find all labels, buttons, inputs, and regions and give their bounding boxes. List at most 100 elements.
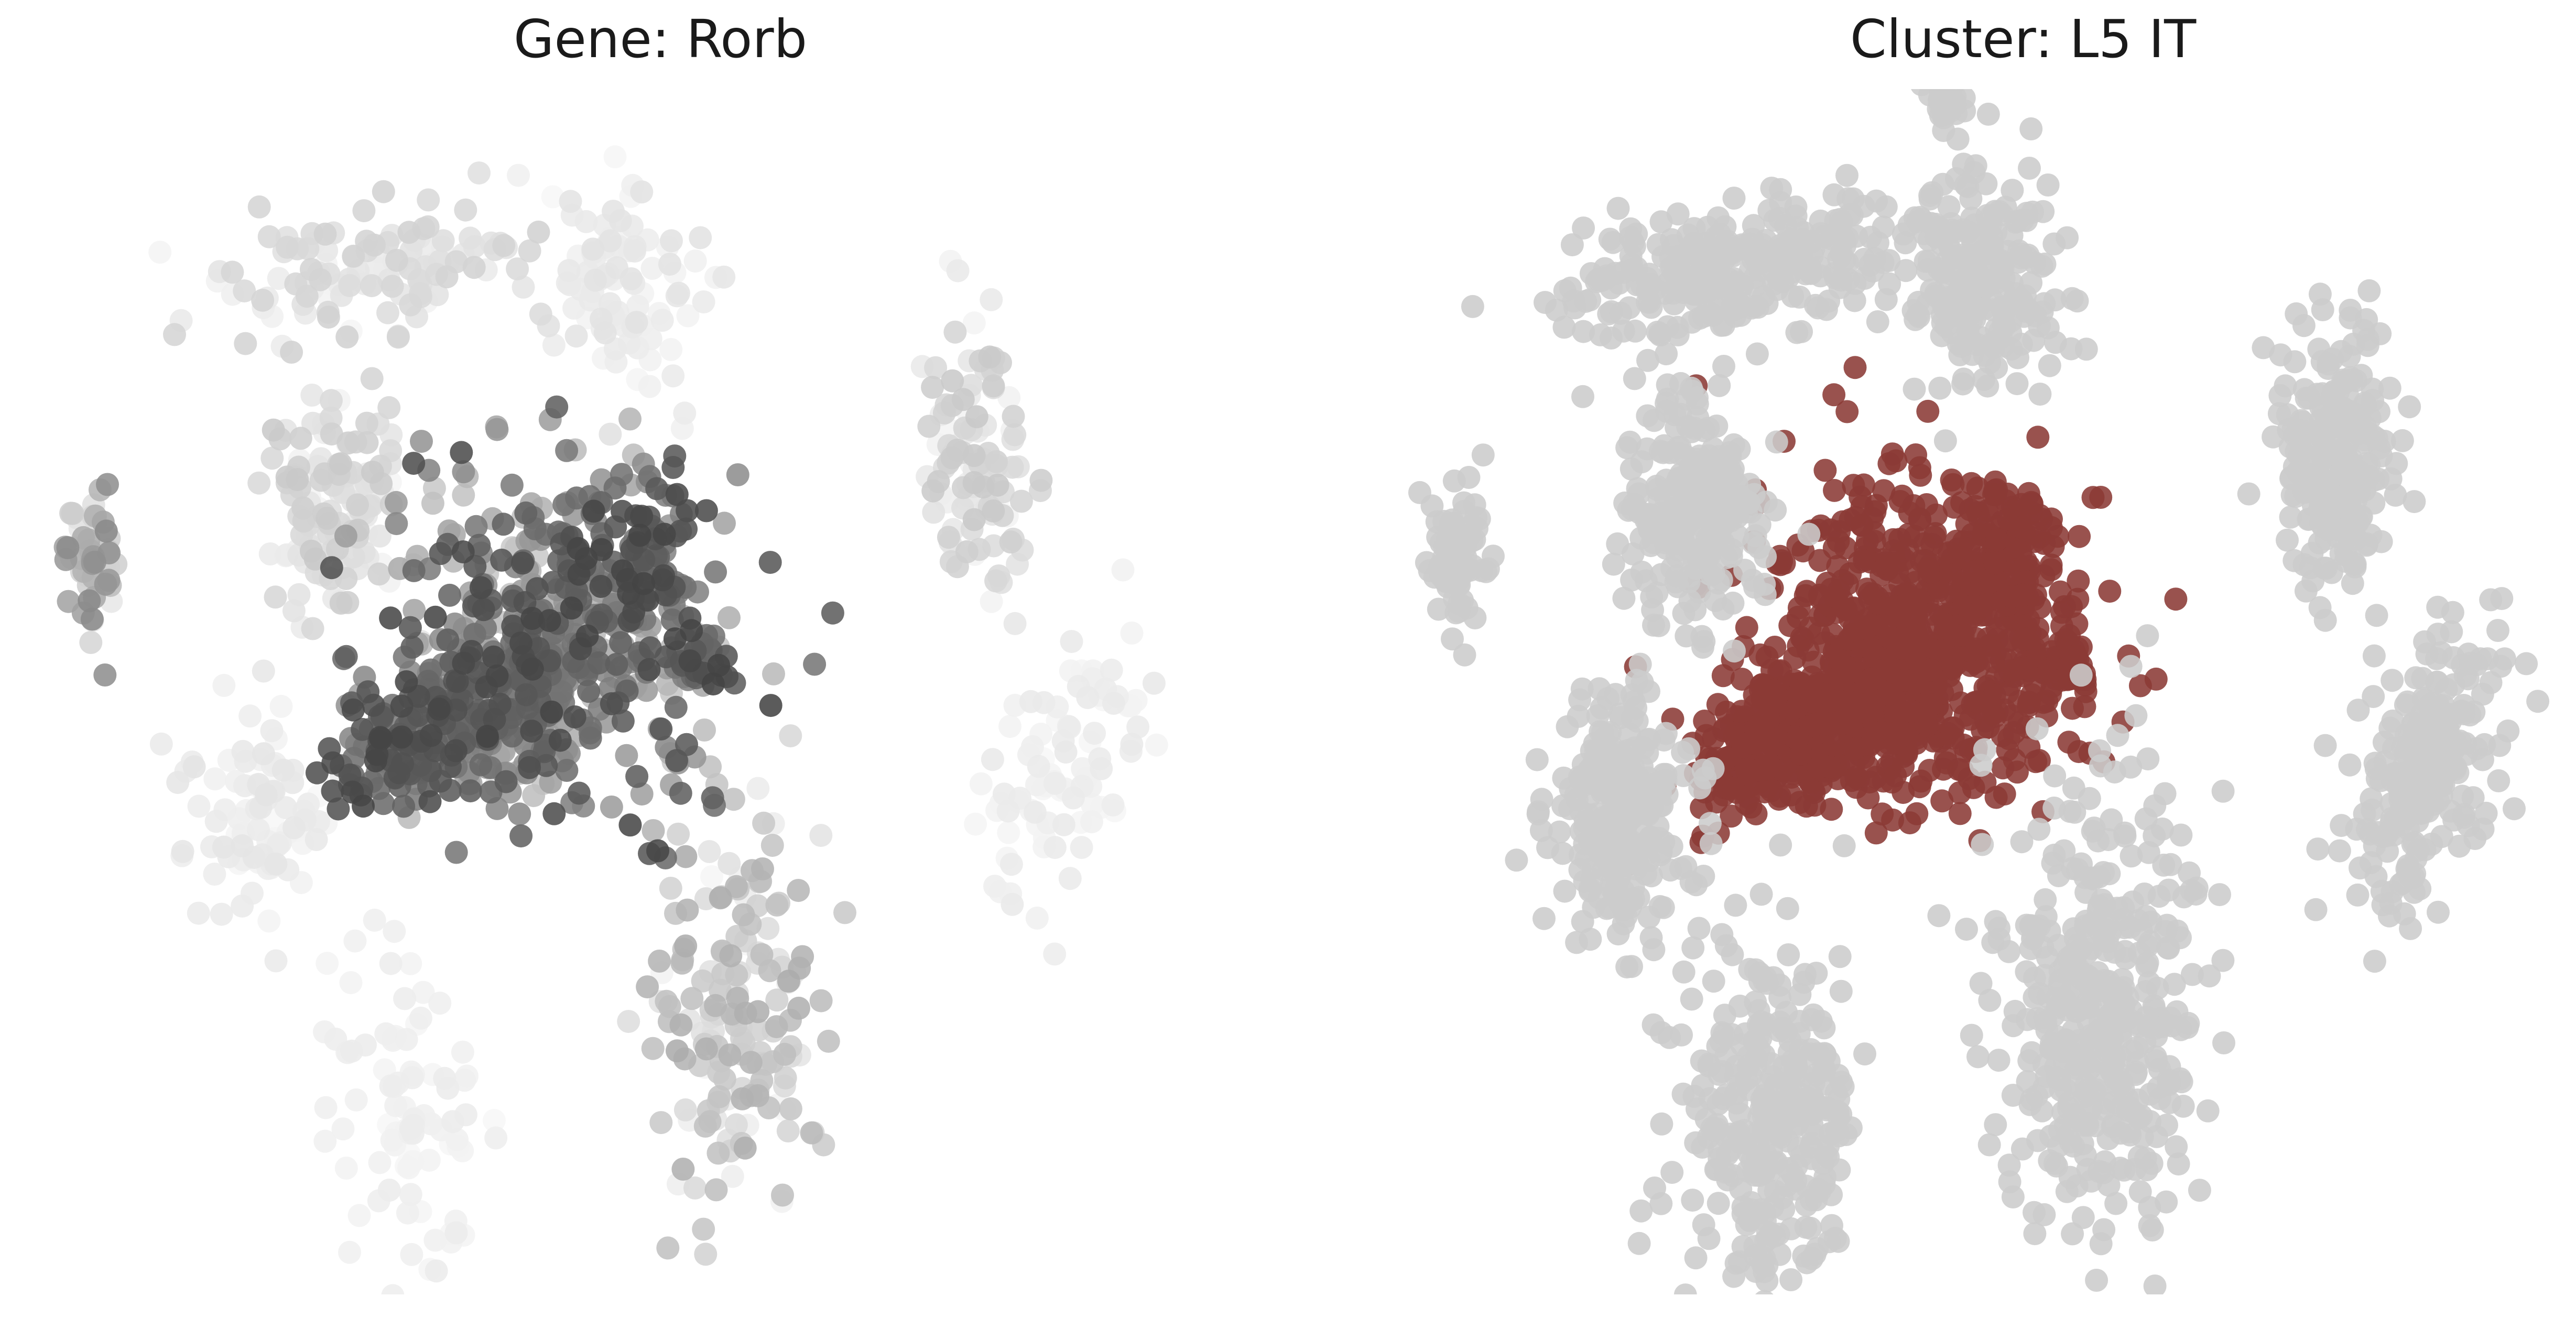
background-cell-point	[1604, 683, 1627, 706]
expression-cell-point	[661, 456, 685, 479]
expression-cell-point	[555, 759, 579, 782]
background-cell-point	[1688, 279, 1711, 302]
background-cell-point	[1567, 705, 1590, 728]
highlighted-cell-point	[1884, 731, 1907, 755]
background-cell-point	[1748, 1164, 1771, 1188]
background-cell-point	[1619, 217, 1643, 241]
background-cell-point	[2338, 753, 2362, 777]
background-cell-point	[1658, 1026, 1681, 1049]
expression-cell-point	[541, 185, 564, 209]
expression-cell-point	[1083, 722, 1106, 745]
expression-cell-point	[719, 944, 743, 967]
expression-cell-point	[260, 446, 284, 470]
expression-cell-point	[965, 405, 988, 429]
expression-cell-point	[331, 1117, 355, 1141]
background-cell-point	[1820, 1214, 1843, 1237]
expression-cell-point	[401, 1121, 425, 1145]
expression-cell-point	[1002, 405, 1025, 428]
background-cell-point	[1720, 277, 1744, 301]
expression-cell-point	[998, 715, 1021, 738]
expression-cell-point	[421, 492, 444, 515]
expression-cell-point	[581, 237, 605, 261]
background-cell-point	[1759, 1222, 1782, 1246]
background-cell-point	[1711, 597, 1735, 621]
expression-cell-point	[540, 700, 563, 724]
background-cell-point	[2106, 724, 2129, 747]
expression-cell-point	[384, 1094, 408, 1117]
background-cell-point	[2328, 839, 2351, 863]
background-cell-point	[2292, 378, 2316, 401]
expression-cell-point	[760, 834, 784, 857]
background-cell-point	[1972, 367, 1996, 391]
highlighted-cell-point	[2026, 426, 2050, 449]
expression-cell-point	[567, 781, 591, 805]
expression-cell-point	[636, 975, 659, 999]
expression-cell-point	[700, 865, 723, 888]
background-cell-point	[1553, 279, 1577, 302]
background-cell-point	[2362, 685, 2385, 709]
expression-cell-point	[514, 501, 538, 525]
expression-cell-point	[817, 1029, 840, 1053]
background-cell-point	[1743, 266, 1766, 289]
background-cell-point	[1800, 1113, 1824, 1136]
highlighted-cell-point	[2053, 595, 2076, 618]
expression-cell-point	[565, 486, 589, 510]
highlighted-cell-point	[2098, 580, 2122, 603]
background-cell-point	[1672, 602, 1695, 625]
highlighted-cell-point	[1711, 664, 1735, 688]
background-cell-point	[1627, 780, 1651, 803]
expression-cell-point	[630, 180, 654, 204]
background-cell-point	[1744, 990, 1767, 1014]
highlighted-cell-point	[1786, 727, 1809, 750]
background-cell-point	[2346, 422, 2370, 445]
background-cell-point	[1650, 1112, 1673, 1136]
expression-cell-point	[603, 145, 627, 169]
expression-cell-point	[599, 229, 622, 253]
expression-cell-point	[363, 233, 386, 257]
background-cell-point	[1553, 879, 1577, 903]
expression-cell-point	[981, 748, 1004, 771]
expression-cell-point	[680, 987, 704, 1010]
background-cell-point	[1592, 728, 1615, 751]
expression-cell-point	[707, 1141, 730, 1165]
expression-cell-point	[520, 657, 544, 681]
background-cell-point	[1797, 522, 1821, 546]
background-cell-point	[2361, 389, 2385, 412]
expression-cell-point	[321, 751, 345, 775]
background-cell-point	[1722, 187, 1746, 210]
background-cell-point	[1680, 987, 1703, 1011]
expression-cell-point	[431, 229, 455, 253]
expression-cell-point	[673, 401, 697, 425]
expression-cell-point	[980, 288, 1003, 311]
background-cell-point	[2276, 528, 2299, 552]
expression-cell-point	[1090, 757, 1113, 780]
cluster-scatter-svg	[1408, 89, 2550, 1294]
expression-cell-point	[368, 726, 392, 749]
background-cell-point	[1427, 597, 1450, 621]
highlighted-cell-point	[1903, 525, 1927, 548]
background-cell-point	[1701, 757, 1725, 780]
background-cell-point	[1920, 181, 1944, 204]
highlighted-cell-point	[1937, 641, 1960, 664]
expression-cell-point	[943, 320, 967, 344]
expression-cell-point	[611, 499, 634, 523]
expression-cell-point	[996, 799, 1020, 823]
expression-cell-point	[385, 512, 408, 536]
background-cell-point	[2061, 1222, 2084, 1246]
background-cell-point	[2005, 372, 2029, 396]
background-cell-point	[1608, 702, 1632, 726]
expression-cell-point	[733, 1136, 757, 1160]
expression-cell-point	[329, 452, 352, 475]
highlighted-cell-point	[1898, 811, 1921, 835]
background-cell-point	[1629, 815, 1653, 838]
highlighted-cell-point	[1799, 676, 1822, 699]
background-cell-point	[1763, 260, 1786, 284]
expression-cell-point	[718, 606, 741, 629]
expression-cell-point	[379, 606, 403, 630]
expression-cell-point	[260, 719, 284, 743]
expression-cell-point	[247, 471, 271, 495]
expression-cell-point	[1029, 469, 1053, 492]
background-cell-point	[1669, 857, 1692, 880]
highlighted-cell-point	[2040, 507, 2063, 531]
expression-cell-point	[538, 609, 561, 633]
